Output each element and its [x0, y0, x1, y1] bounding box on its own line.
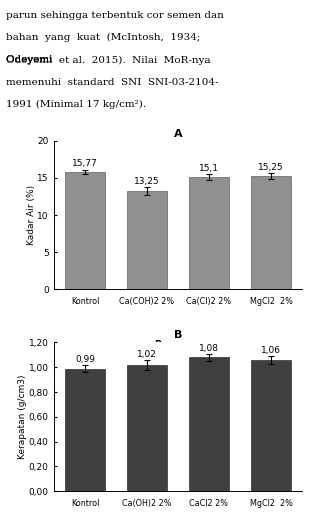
Text: 1,08: 1,08: [199, 344, 219, 353]
Bar: [189, 357, 229, 491]
Bar: [251, 176, 291, 289]
Text: parun sehingga terbentuk cor semen dan: parun sehingga terbentuk cor semen dan: [6, 11, 224, 20]
Text: Odeyemi  et al.  2015).  Nilai  MoR-nya: Odeyemi et al. 2015). Nilai MoR-nya: [6, 56, 211, 65]
Bar: [189, 177, 229, 289]
Text: bahan  yang  kuat  (McIntosh,  1934;: bahan yang kuat (McIntosh, 1934;: [6, 33, 201, 42]
Text: 15,1: 15,1: [199, 164, 219, 173]
Bar: [127, 191, 167, 289]
Text: Odeyemi: Odeyemi: [6, 56, 59, 64]
Bar: [127, 365, 167, 491]
Bar: [65, 172, 105, 289]
Text: memenuhi  standard  SNI  SNI-03-2104-: memenuhi standard SNI SNI-03-2104-: [6, 78, 219, 87]
Title: A: A: [174, 129, 182, 139]
Text: 1,06: 1,06: [261, 346, 281, 355]
Text: 0,99: 0,99: [75, 355, 95, 364]
Text: 1991 (Minimal 17 kg/cm²).: 1991 (Minimal 17 kg/cm²).: [6, 100, 146, 109]
Bar: [65, 369, 105, 491]
Title: B: B: [174, 330, 182, 340]
Text: 13,25: 13,25: [134, 177, 160, 186]
Text: Odeyemi: Odeyemi: [6, 56, 59, 64]
Y-axis label: Kadar Air (%): Kadar Air (%): [27, 185, 36, 245]
Text: 15,25: 15,25: [258, 163, 284, 172]
Text: 1,02: 1,02: [137, 350, 157, 359]
Text: 15,77: 15,77: [72, 159, 98, 168]
Bar: [251, 360, 291, 491]
Legend: Kadar...: Kadar...: [154, 340, 202, 363]
Y-axis label: Kerapatan (g/cm3): Kerapatan (g/cm3): [18, 374, 27, 459]
